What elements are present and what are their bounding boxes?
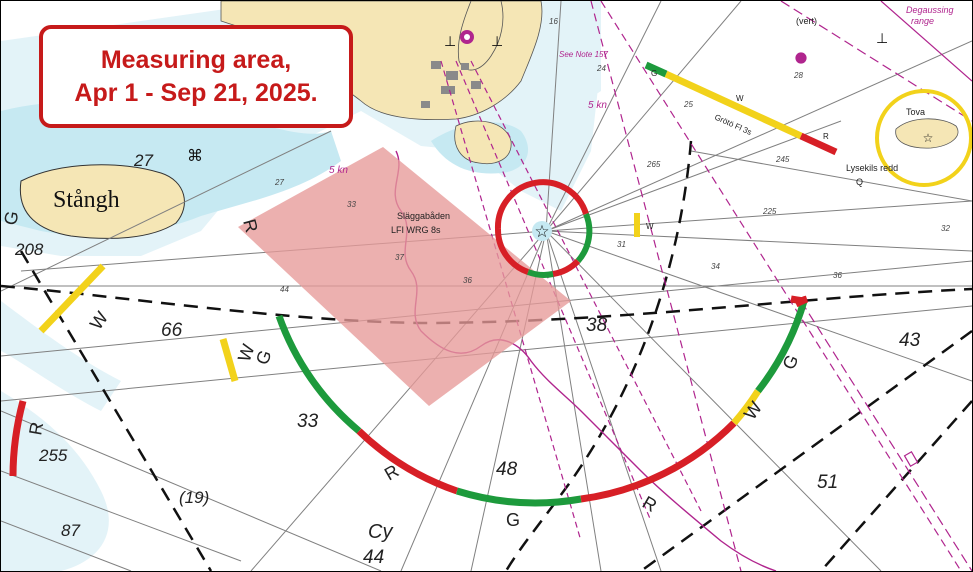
lighthouse-char-label: LFI WRG 8s bbox=[391, 225, 441, 235]
depth-small-36b: 36 bbox=[833, 271, 842, 280]
tova-star-icon: ☆ bbox=[923, 131, 934, 145]
tova-yellow-circle bbox=[875, 89, 972, 187]
depth-small-24: 24 bbox=[596, 64, 606, 73]
note-label: See Note 157 bbox=[559, 50, 608, 59]
depth-small-225: 225 bbox=[762, 207, 777, 216]
callout-line-2: Apr 1 - Sep 21, 2025. bbox=[74, 78, 318, 107]
roads-q-label: Q bbox=[856, 177, 863, 187]
depth-48: 48 bbox=[496, 459, 518, 480]
sector-label-r-top: R bbox=[239, 217, 262, 235]
degaussing-label-1: Degaussing bbox=[906, 5, 954, 15]
depth-44: 44 bbox=[363, 547, 384, 568]
depth-small-33: 33 bbox=[347, 200, 356, 209]
depth-small-31: 31 bbox=[617, 240, 626, 249]
sector-label-g-bar: G bbox=[651, 69, 657, 78]
lighthouse-name-label: Släggabåden bbox=[397, 211, 450, 221]
vert-label: (vert) bbox=[796, 16, 817, 26]
sector-label-w-bar: W bbox=[736, 94, 744, 103]
depth-small-265: 265 bbox=[646, 160, 661, 169]
depth-small-16: 16 bbox=[549, 17, 558, 26]
beacon-icons: ⊥ ⊥ ⌘ ⊥ bbox=[187, 30, 888, 165]
depth-38: 38 bbox=[586, 315, 608, 336]
left-yellow-bar bbox=[38, 263, 106, 334]
harbour-buildings bbox=[421, 61, 481, 108]
depth-43: 43 bbox=[899, 330, 921, 351]
depth-small-28: 28 bbox=[793, 71, 803, 80]
mid-yellow-bar bbox=[219, 338, 239, 382]
svg-text:⊥: ⊥ bbox=[444, 34, 456, 50]
sector-label-r-bar: R bbox=[823, 132, 829, 141]
svg-text:⊥: ⊥ bbox=[491, 34, 503, 50]
depth-small-245: 245 bbox=[775, 155, 790, 164]
depth-27: 27 bbox=[133, 151, 153, 170]
depth-small-37: 37 bbox=[395, 253, 404, 262]
depth-small-32: 32 bbox=[941, 224, 950, 233]
measuring-area-callout: Measuring area, Apr 1 - Sep 21, 2025. bbox=[39, 25, 353, 128]
island-tova-label: Tova bbox=[906, 107, 925, 117]
depth-255: 255 bbox=[38, 446, 68, 465]
speed-top-label: 5 kn bbox=[588, 100, 607, 111]
depth-33: 33 bbox=[297, 411, 319, 432]
roads-label: Lysekils redd bbox=[846, 163, 898, 173]
sector-label-g1: G bbox=[252, 347, 276, 367]
light-sectors-small bbox=[494, 179, 593, 278]
sector-red-end bbox=[794, 295, 808, 308]
groto-sector-red bbox=[799, 132, 838, 156]
depth-small-36: 36 bbox=[463, 276, 472, 285]
sector-label-g4: G bbox=[778, 352, 802, 373]
svg-text:⌘: ⌘ bbox=[187, 146, 203, 165]
depth-19: (19) bbox=[179, 488, 209, 507]
svg-text:⊥: ⊥ bbox=[876, 31, 888, 47]
left-red-arc bbox=[9, 400, 27, 477]
sector-label-r2: R bbox=[639, 492, 660, 516]
sector-label-r-left: R bbox=[25, 420, 47, 436]
measuring-area bbox=[238, 147, 571, 406]
sector-label-g-left: G bbox=[1, 209, 22, 226]
depth-small-27: 27 bbox=[274, 178, 284, 187]
sector-label-w-left: W bbox=[86, 308, 112, 333]
sector-label-w1: W bbox=[234, 342, 259, 365]
sector-label-g3: G bbox=[506, 510, 520, 530]
speed-left-label: 5 kn bbox=[329, 165, 348, 176]
groto-light-label: Grötö Fl 3s bbox=[713, 113, 753, 137]
depth-small-34: 34 bbox=[711, 262, 720, 271]
groto-sector-yellow bbox=[664, 70, 803, 140]
svg-text:☆: ☆ bbox=[923, 131, 934, 145]
svg-text:☆: ☆ bbox=[534, 222, 549, 242]
dashed-lines bbox=[1, 140, 972, 571]
callout-line-1: Measuring area, bbox=[100, 45, 292, 74]
cy-label: Cy bbox=[368, 521, 393, 543]
degaussing-label-2: range bbox=[911, 16, 934, 26]
lighthouse-star-icon: ☆ bbox=[532, 221, 552, 242]
depth-small-44: 44 bbox=[280, 285, 289, 294]
depth-51: 51 bbox=[817, 472, 838, 493]
depth-small-25: 25 bbox=[683, 100, 693, 109]
sector-label-w-small: W bbox=[646, 222, 654, 231]
depth-66: 66 bbox=[161, 320, 183, 341]
depth-87: 87 bbox=[61, 521, 80, 540]
groto-sector-green bbox=[644, 61, 668, 78]
island-stangh-label: Stångh bbox=[53, 187, 120, 213]
light-sectors-large bbox=[275, 295, 809, 507]
depth-208: 208 bbox=[14, 240, 44, 259]
sector-label-w2: W bbox=[740, 398, 766, 423]
